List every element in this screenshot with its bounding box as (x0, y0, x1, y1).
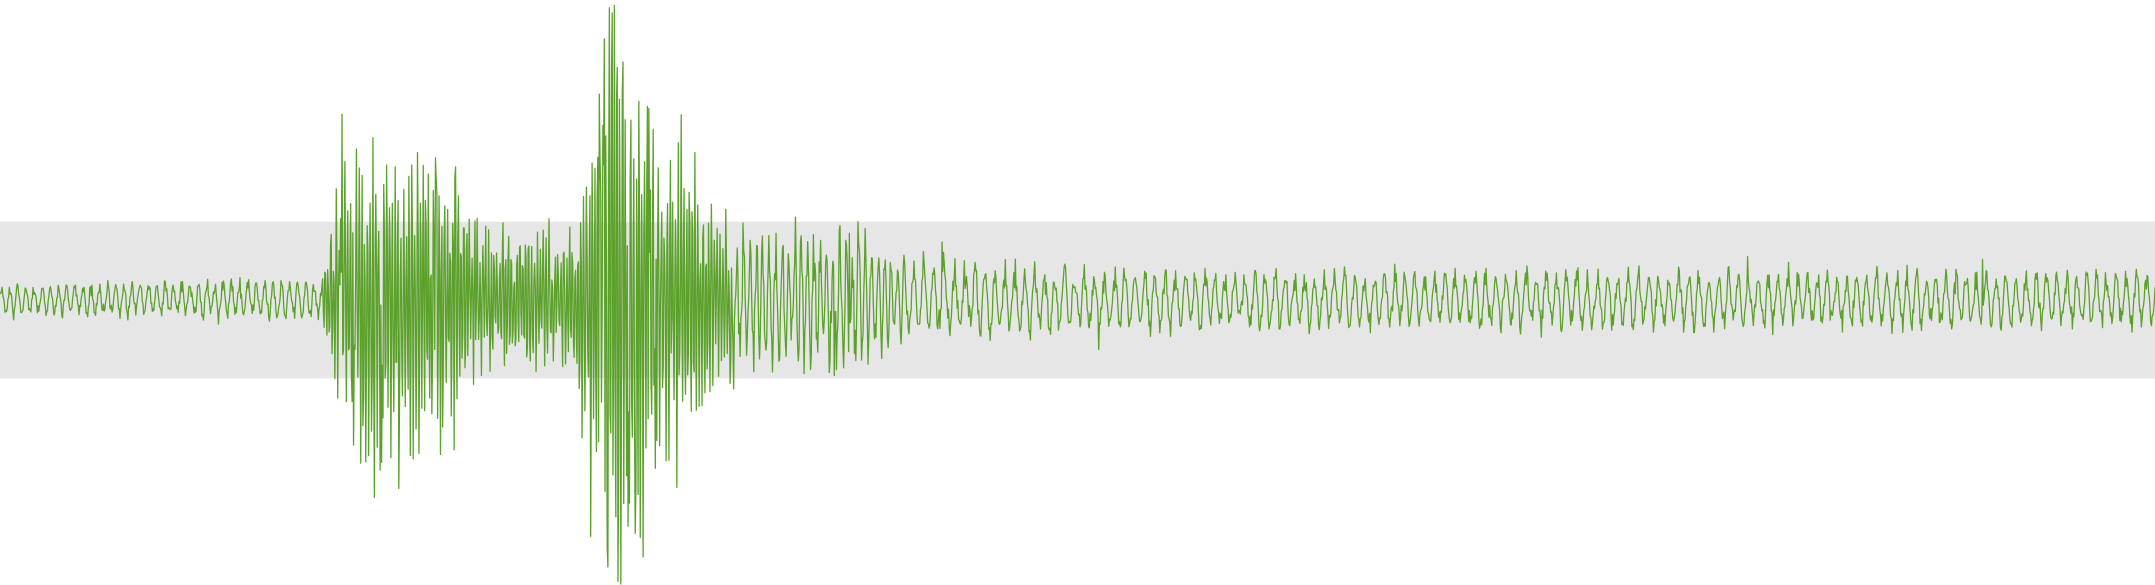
waveform-trace (0, 4, 2155, 585)
